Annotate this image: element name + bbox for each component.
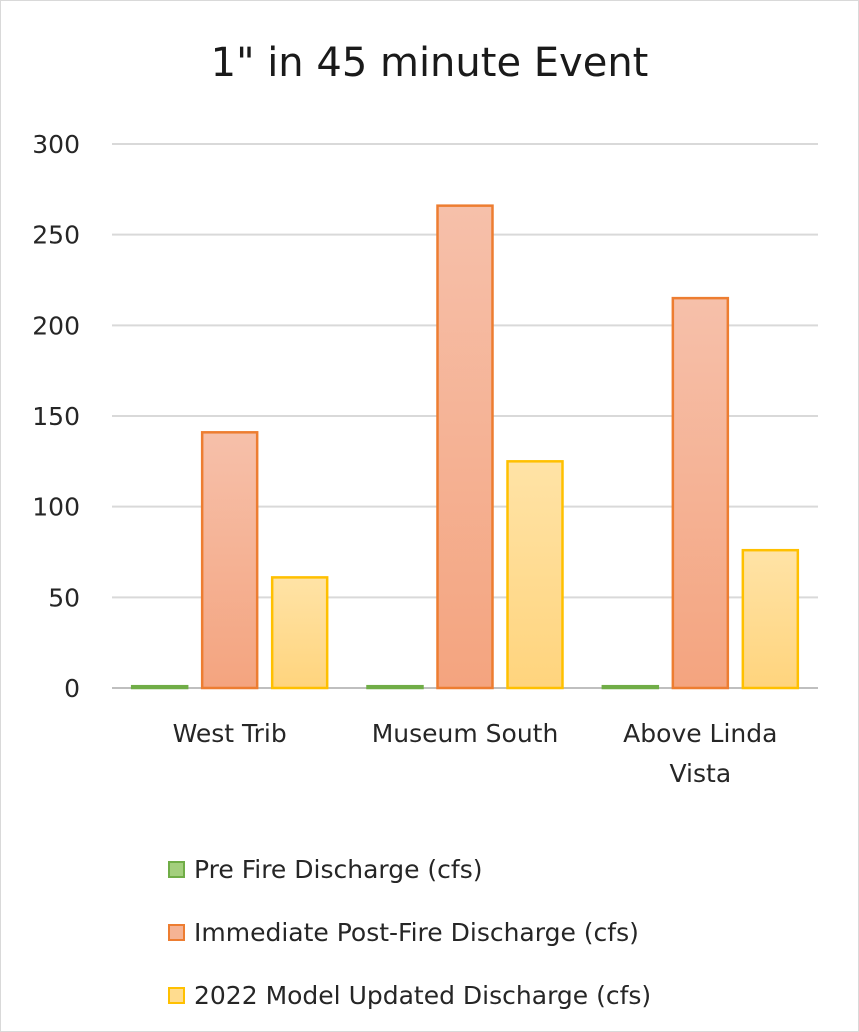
legend: Pre Fire Discharge (cfs) Immediate Post-… (168, 838, 651, 1027)
legend-item-post-fire: Immediate Post-Fire Discharge (cfs) (168, 901, 651, 964)
bar-2022-model-0 (270, 576, 329, 690)
bar-pre-fire-2 (601, 684, 660, 690)
y-tick-label: 200 (32, 311, 80, 340)
legend-label-post-fire: Immediate Post-Fire Discharge (cfs) (194, 918, 639, 947)
legend-swatch-pre-fire (168, 861, 185, 878)
x-category-label: Above Linda Vista (623, 719, 777, 788)
bar-pre-fire-0 (130, 684, 189, 690)
legend-item-2022-model: 2022 Model Updated Discharge (cfs) (168, 964, 651, 1027)
bar-2022-model-2 (741, 548, 800, 690)
y-tick-label: 250 (32, 221, 80, 250)
bar-post-fire-2 (671, 296, 730, 690)
bar-post-fire-1 (436, 204, 494, 690)
bar-chart: 0 50 100 150 200 250 300 West Trib Museum South… (32, 130, 818, 788)
chart-title: 1" in 45 minute Event (210, 40, 649, 86)
legend-item-pre-fire: Pre Fire Discharge (cfs) (168, 838, 651, 901)
y-tick-label: 0 (64, 674, 80, 703)
x-category-label: West Trib (173, 719, 287, 748)
y-tick-label: 150 (32, 402, 80, 431)
y-tick-label: 100 (32, 493, 80, 522)
bar-post-fire-0 (200, 431, 259, 690)
x-category-label: Museum South (372, 719, 559, 748)
legend-swatch-2022-model (168, 987, 185, 1004)
y-tick-label: 50 (48, 583, 80, 612)
bar-pre-fire-1 (366, 684, 424, 690)
legend-label-pre-fire: Pre Fire Discharge (cfs) (194, 855, 483, 884)
legend-label-2022-model: 2022 Model Updated Discharge (cfs) (194, 981, 652, 1010)
y-tick-label: 300 (32, 130, 80, 159)
bar-2022-model-1 (506, 460, 564, 690)
legend-swatch-post-fire (168, 924, 185, 941)
